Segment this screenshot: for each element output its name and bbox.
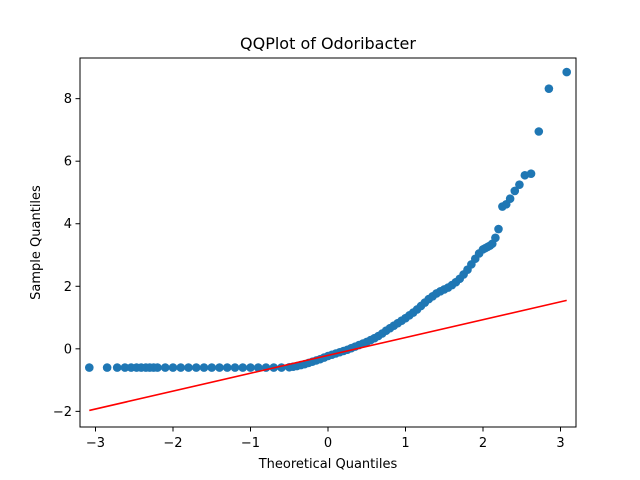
x-tick-label: 2 xyxy=(479,436,487,451)
data-point xyxy=(491,233,500,243)
data-point xyxy=(238,363,248,372)
data-point xyxy=(253,363,263,372)
x-tick-label: −3 xyxy=(86,436,105,451)
plot-area xyxy=(85,67,571,412)
data-point xyxy=(112,363,122,372)
data-point xyxy=(505,194,515,204)
reference-line xyxy=(89,299,567,412)
data-point xyxy=(494,224,503,234)
data-point xyxy=(120,363,130,372)
data-point xyxy=(160,363,170,372)
data-point xyxy=(246,363,255,372)
y-tick-label: 6 xyxy=(64,155,72,170)
y-axis-label: Sample Quantiles xyxy=(29,185,44,300)
data-point xyxy=(562,67,571,77)
data-point xyxy=(85,363,94,372)
data-point xyxy=(176,363,186,372)
x-tick-label: 0 xyxy=(324,436,332,451)
y-axis: −2 0 2 4 6 8 xyxy=(53,92,80,420)
y-tick-label: −2 xyxy=(53,405,72,420)
data-point xyxy=(215,363,224,372)
data-point xyxy=(184,363,193,372)
x-axis-label: Theoretical Quantiles xyxy=(258,457,398,472)
data-point xyxy=(534,127,544,136)
data-point xyxy=(199,363,209,372)
data-point xyxy=(207,363,217,372)
data-point xyxy=(515,180,524,189)
x-tick-label: −2 xyxy=(163,436,182,451)
data-point xyxy=(222,363,232,372)
data-point xyxy=(191,363,201,372)
y-tick-label: 2 xyxy=(64,280,72,295)
data-point xyxy=(168,363,178,372)
y-tick-label: 8 xyxy=(64,92,72,107)
x-tick-label: 1 xyxy=(401,436,409,451)
y-tick-label: 0 xyxy=(64,342,72,357)
x-tick-label: 3 xyxy=(556,436,564,451)
chart-title: QQPlot of Odoribacter xyxy=(240,34,416,53)
data-point xyxy=(230,363,240,372)
data-point xyxy=(510,186,520,196)
data-point xyxy=(526,169,536,178)
x-axis: −3 −2 −1 0 1 2 3 xyxy=(86,427,565,451)
data-point xyxy=(544,84,554,93)
y-tick-label: 4 xyxy=(64,217,72,232)
data-point xyxy=(153,363,162,372)
x-tick-label: −1 xyxy=(241,436,260,451)
data-point xyxy=(102,363,112,372)
